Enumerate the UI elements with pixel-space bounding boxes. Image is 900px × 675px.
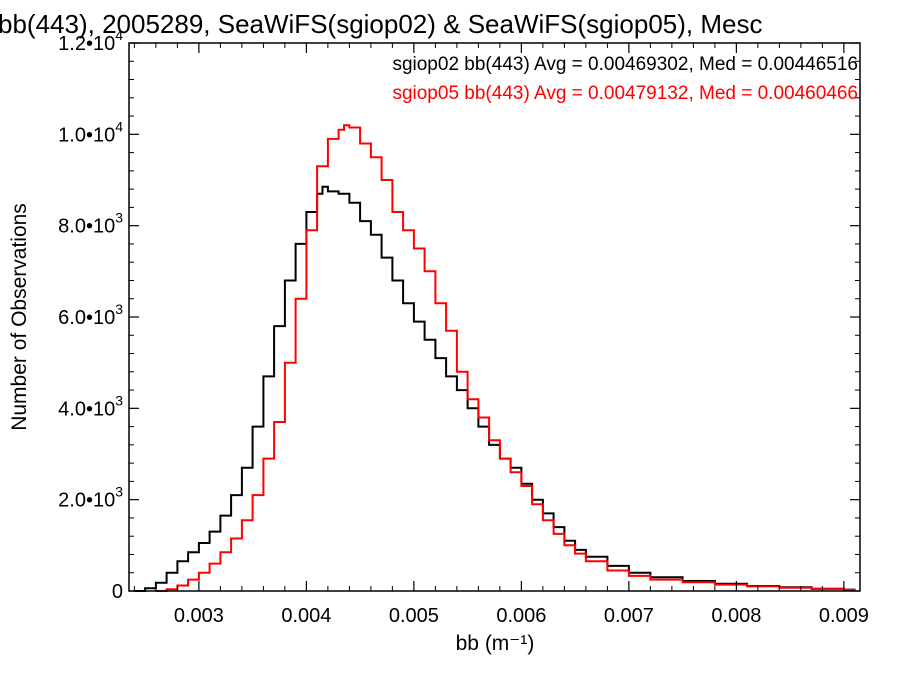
- y-axis-title: Number of Observations: [8, 203, 31, 431]
- chart-title: bb(443), 2005289, SeaWiFS(sgiop02) & Sea…: [0, 9, 762, 39]
- x-axis-title: bb (m⁻¹): [456, 632, 535, 655]
- plot-frame: [128, 42, 861, 592]
- legend: sgiop02 bb(443) Avg = 0.00469302, Med = …: [392, 54, 858, 104]
- legend-entry-sgiop02: sgiop02 bb(443) Avg = 0.00469302, Med = …: [392, 54, 858, 75]
- ticks-layer: 0.003 0.004 0.005 0.006 0.007 0.008 0.009 0 2.0•…: [58, 27, 869, 627]
- histogram-series-sgiop02: [134, 185, 856, 592]
- y-tick-label: 6.0•103: [58, 301, 123, 329]
- y-tick-label: 2.0•103: [58, 484, 123, 512]
- x-tick-label: 0.009: [819, 605, 869, 627]
- y-tick-label: 4.0•103: [58, 392, 123, 420]
- series-layer: [134, 124, 856, 592]
- x-tick-label: 0.005: [389, 605, 439, 627]
- y-tick-label: 1.0•104: [58, 118, 123, 146]
- x-tick-label: 0.006: [496, 605, 546, 627]
- x-tick-label: 0.004: [281, 605, 331, 627]
- x-tick-label: 0.003: [174, 605, 224, 627]
- y-tick-label: 1.2•104: [58, 27, 123, 55]
- histogram-series-sgiop05: [155, 124, 856, 592]
- x-tick-label: 0.007: [604, 605, 654, 627]
- x-tick-label: 0.008: [711, 605, 761, 627]
- y-tick-label: 0: [112, 581, 123, 603]
- legend-entry-sgiop05: sgiop05 bb(443) Avg = 0.00479132, Med = …: [392, 83, 858, 104]
- y-tick-label: 8.0•103: [58, 210, 123, 238]
